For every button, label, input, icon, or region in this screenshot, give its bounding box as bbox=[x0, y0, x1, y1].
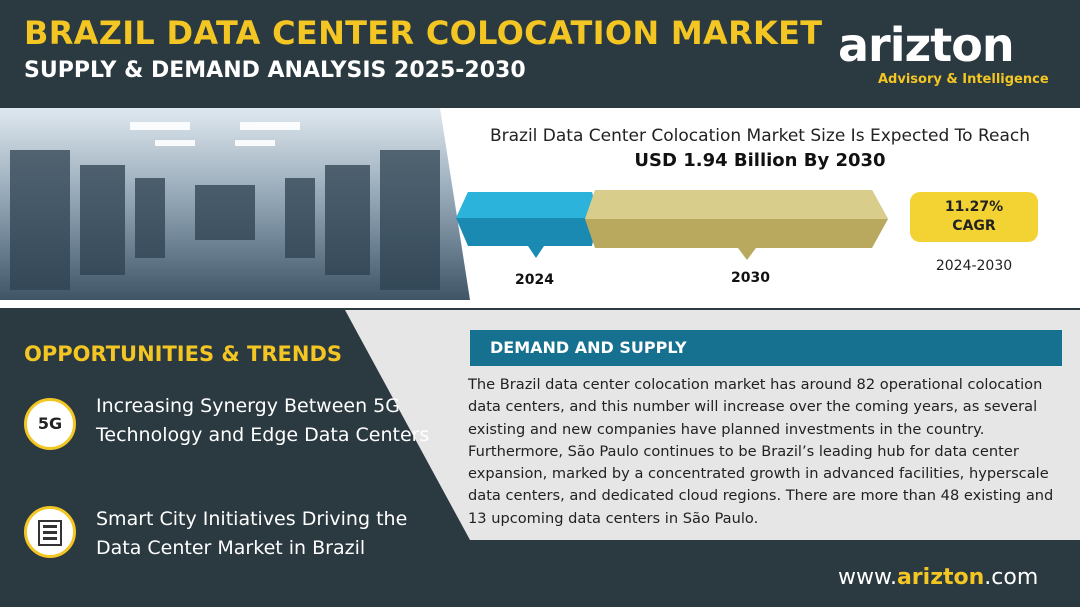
cagr-label: CAGR bbox=[952, 218, 996, 234]
footer-bar bbox=[0, 552, 1080, 607]
server-racks bbox=[10, 150, 440, 290]
url-prefix: www. bbox=[838, 565, 897, 590]
section-title: DEMAND AND SUPPLY bbox=[470, 330, 1062, 366]
ceiling-lights bbox=[130, 122, 300, 146]
section-title: OPPORTUNITIES & TRENDS bbox=[24, 342, 342, 366]
website: www.arizton.com bbox=[838, 565, 1038, 590]
cagr-value: 11.27% bbox=[944, 199, 1004, 215]
building-icon bbox=[38, 520, 62, 546]
logo-tagline: Advisory & Intelligence bbox=[878, 72, 1049, 87]
pointer bbox=[738, 248, 756, 260]
pointer bbox=[528, 246, 544, 258]
icon-5g: 5G bbox=[24, 398, 76, 450]
cagr-period: 2024-2030 bbox=[935, 258, 1013, 274]
arrow-2030-top bbox=[585, 190, 888, 219]
trend-item: Smart City Initiatives Driving the Data … bbox=[96, 508, 408, 559]
start-year: 2024 bbox=[515, 272, 554, 288]
arrow-2024-top bbox=[456, 192, 598, 218]
subtitle: SUPPLY & DEMAND ANALYSIS 2025-2030 bbox=[24, 58, 526, 83]
logo: arizton bbox=[838, 18, 1015, 72]
body-text: The Brazil data center colocation market… bbox=[468, 376, 1054, 527]
icon-smart-city bbox=[24, 506, 76, 558]
cagr-box: 11.27% CAGR bbox=[910, 192, 1038, 242]
market-value: USD 1.94 Billion By 2030 bbox=[634, 150, 886, 171]
title: BRAZIL DATA CENTER COLOCATION MARKET bbox=[24, 14, 823, 52]
trend-item: Increasing Synergy Between 5G Technology… bbox=[96, 395, 430, 446]
market-heading: Brazil Data Center Colocation Market Siz… bbox=[489, 126, 1031, 146]
end-year: 2030 bbox=[731, 270, 770, 286]
url-suffix: .com bbox=[984, 565, 1039, 590]
url-brand: arizton bbox=[896, 565, 985, 590]
demand-panel bbox=[345, 310, 1080, 540]
